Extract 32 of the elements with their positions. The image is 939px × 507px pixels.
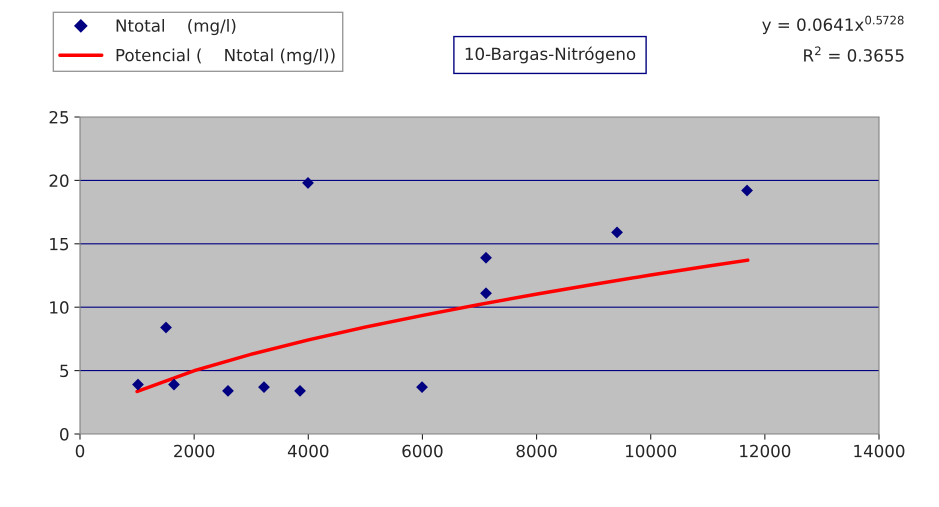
point [741, 184, 753, 196]
point [160, 322, 172, 334]
y-tick-label: 15 [50, 238, 68, 250]
x-tick-label: 12000 [740, 444, 790, 458]
legend-label: Ntotal (mg/l) [116, 19, 236, 36]
point [480, 252, 492, 264]
point [222, 384, 234, 397]
x-tick-label: 4000 [288, 444, 328, 458]
y-tick-label: 0 [60, 428, 68, 441]
point [294, 384, 306, 397]
y-tick-label: 10 [50, 301, 68, 314]
point [258, 381, 270, 393]
x-tick-label: 2000 [174, 444, 214, 458]
y-tick-label: 5 [60, 364, 68, 378]
x-tick-label: 14000 [854, 444, 904, 458]
point [416, 381, 428, 393]
legend-label: Potencial ( Ntotal (mg/l)) [116, 48, 335, 65]
x-tick-label: 0 [76, 444, 84, 458]
point [302, 177, 314, 189]
line-series [135, 258, 750, 394]
x-tick-label: 6000 [402, 444, 443, 458]
y-tick-label: 20 [50, 174, 68, 187]
text: y = 0.0641x$^{0.5728}$ [762, 16, 904, 34]
point [480, 287, 492, 300]
y-tick-label: 25 [50, 110, 68, 124]
x-tick-label: 10000 [626, 444, 676, 458]
text: R$^{2}$ = 0.3655 [804, 46, 904, 62]
point [168, 378, 180, 390]
point [132, 378, 144, 390]
chart-title: 10-Bargas-Nitrógeno [466, 46, 636, 64]
x-tick-label: 8000 [516, 444, 557, 458]
point [611, 226, 623, 238]
